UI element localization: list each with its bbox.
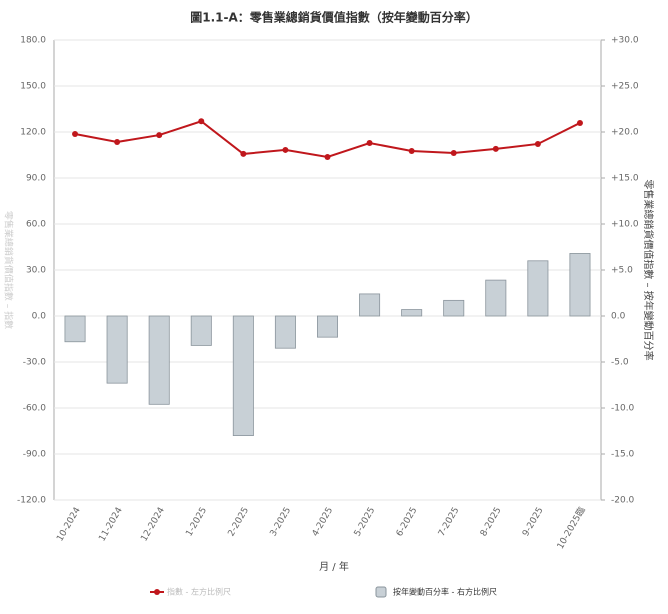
point [198, 118, 205, 125]
x-tick-label: 5-2025 [353, 506, 378, 539]
x-tick-label: 11-2024 [97, 506, 125, 544]
y-tick-label: -30.0 [23, 358, 47, 368]
bar [359, 293, 381, 317]
point [324, 153, 331, 160]
point [408, 148, 415, 155]
point [156, 132, 163, 139]
x-tick-label: 9-2025 [521, 506, 546, 539]
y2-tick-label: +20.0 [611, 128, 639, 138]
legend-label: 按年變動百分率 - 右方比例尺 [393, 587, 497, 597]
y-tick-label: -60.0 [23, 404, 47, 414]
y-tick-label: 0.0 [32, 312, 47, 322]
point [492, 145, 499, 152]
point [282, 146, 289, 153]
y2-tick-label: +15.0 [611, 174, 639, 184]
y2-tick-label: +10.0 [611, 220, 639, 230]
y2-axis-label: 零售業總銷貨價值指數 – 按年變動百分率 [642, 179, 655, 360]
y2-tick-label: +30.0 [611, 36, 639, 46]
y-tick-label: -120.0 [17, 496, 46, 506]
y-axis-label: 零售業總銷貨價值指數 – 指數 [3, 211, 15, 329]
bar [569, 253, 591, 317]
bar [274, 315, 296, 349]
point [576, 119, 583, 126]
y2-tick-label: -5.0 [611, 358, 629, 368]
x-tick-label: 10-2024 [55, 506, 83, 544]
point [366, 140, 373, 147]
legend-label: 指數 - 左方比例尺 [167, 587, 231, 597]
y-tick-label: -90.0 [23, 450, 47, 460]
y2-tick-label: -15.0 [611, 450, 635, 460]
y-tick-label: 90.0 [26, 174, 46, 184]
bar [232, 315, 254, 436]
x-tick-label: 1-2025 [184, 506, 209, 539]
bar [443, 299, 465, 317]
x-tick-label: 12-2024 [139, 506, 167, 544]
bar [527, 260, 549, 317]
x-tick-label: 6-2025 [395, 506, 420, 539]
legend-marker [375, 586, 387, 598]
y-tick-label: 180.0 [20, 36, 46, 46]
y2-tick-label: -20.0 [611, 496, 635, 506]
y2-tick-label: 0.0 [611, 312, 626, 322]
legend-marker [154, 589, 160, 595]
bar [64, 315, 86, 343]
bar [148, 315, 170, 405]
y-tick-label: 30.0 [26, 266, 46, 276]
y2-tick-label: -10.0 [611, 404, 635, 414]
y2-tick-label: +25.0 [611, 82, 639, 92]
bar [317, 315, 338, 338]
x-tick-label: 3-2025 [269, 506, 294, 539]
bar [401, 309, 423, 317]
x-tick-label: 10-2025臨 [554, 505, 588, 551]
x-tick-label: 8-2025 [479, 506, 504, 539]
bar [190, 315, 212, 346]
point [114, 138, 121, 145]
x-tick-label: 2-2025 [227, 506, 252, 539]
x-axis-label: 月 / 年 [319, 560, 349, 573]
point [534, 140, 541, 147]
bar [485, 279, 507, 317]
x-tick-label: 4-2025 [311, 506, 336, 539]
y-tick-label: 150.0 [20, 82, 46, 92]
bar [106, 315, 128, 384]
chart-title: 圖1.1-A：零售業總銷貨價值指數（按年變動百分率） [190, 10, 478, 25]
point [240, 150, 247, 157]
point [72, 130, 79, 137]
y2-tick-label: +5.0 [611, 266, 633, 276]
y-tick-label: 120.0 [20, 128, 46, 138]
y-tick-label: 60.0 [26, 220, 46, 230]
x-tick-label: 7-2025 [437, 506, 462, 539]
point [450, 150, 457, 157]
line [74, 120, 581, 159]
